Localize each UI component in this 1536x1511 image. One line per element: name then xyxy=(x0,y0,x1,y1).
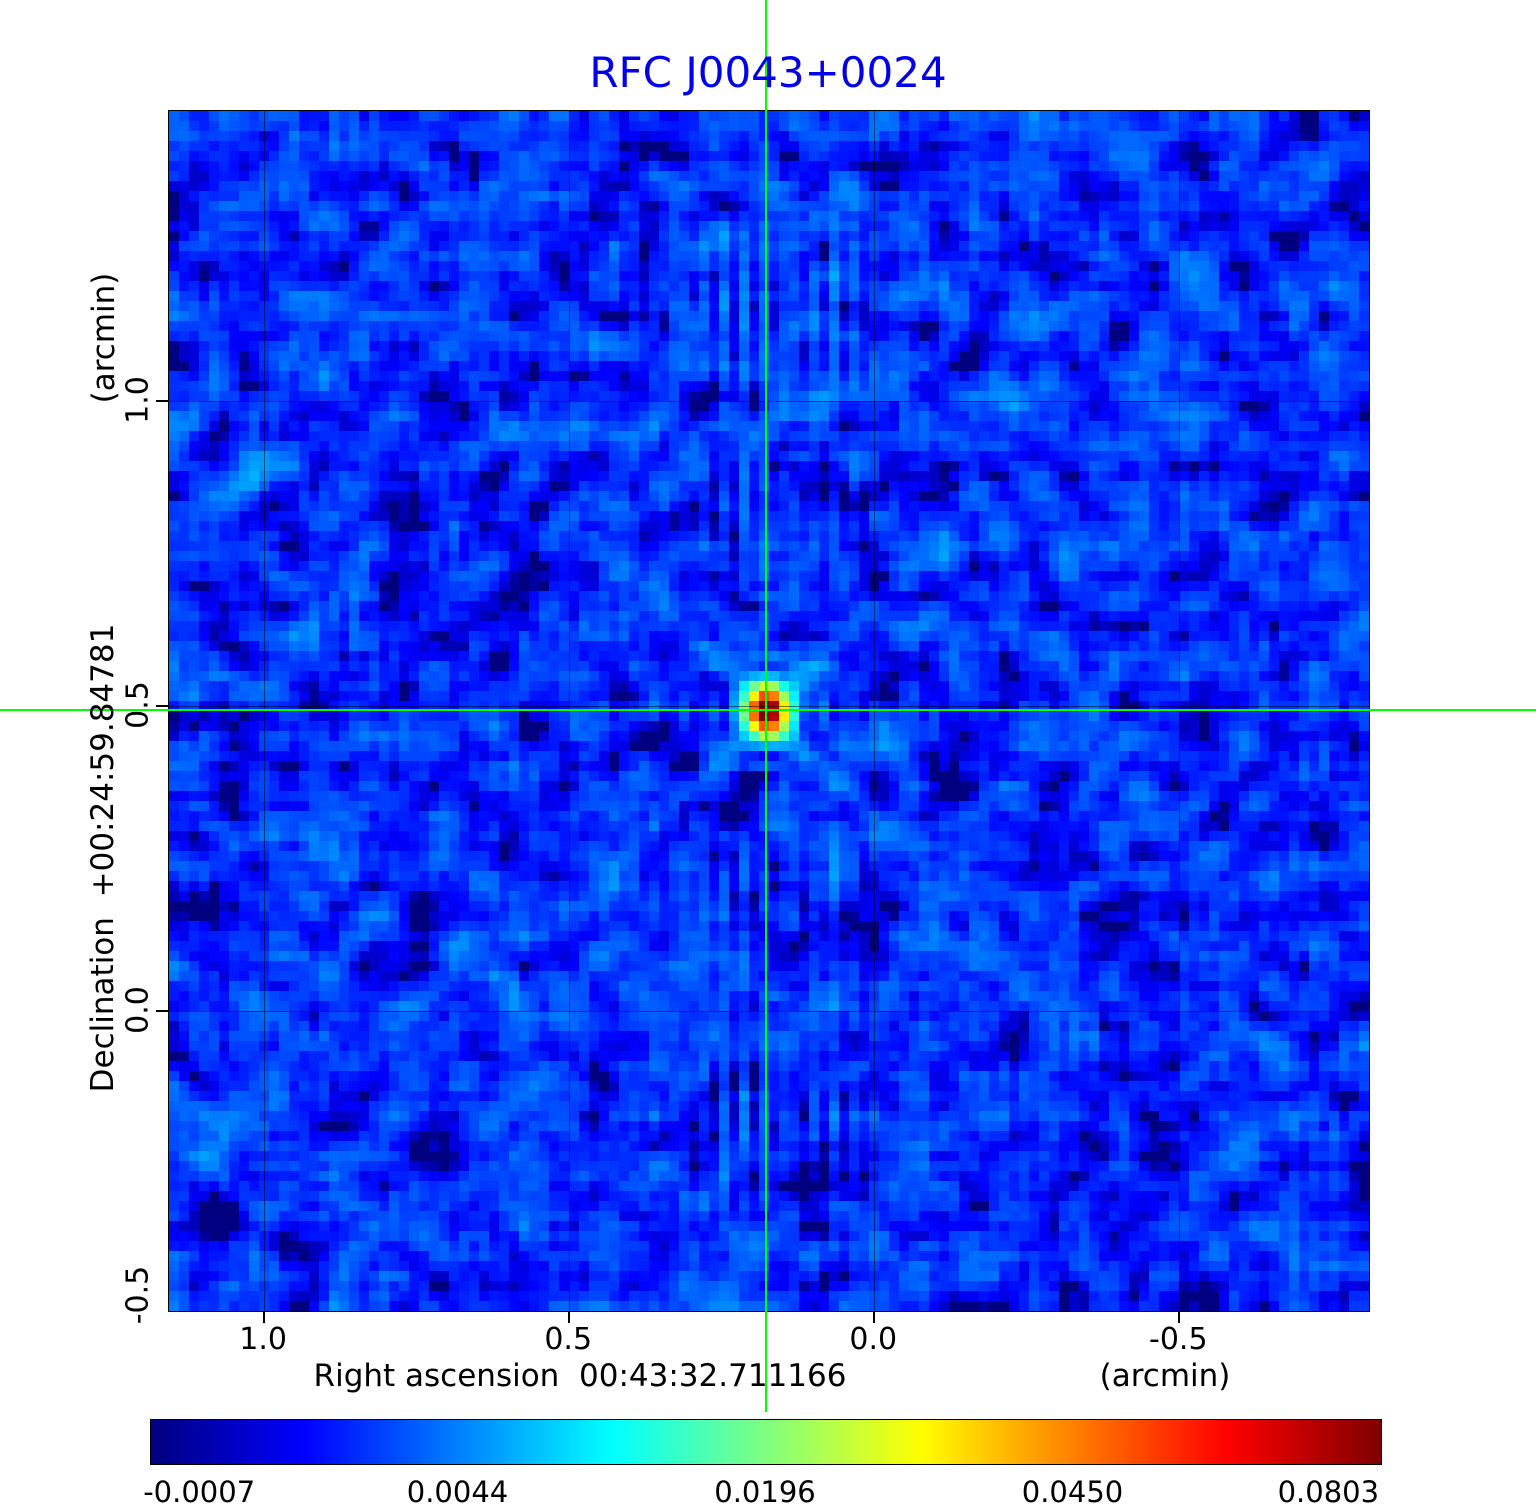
radio-intensity-map xyxy=(169,111,1369,1311)
y-tick-mark xyxy=(156,704,168,707)
crosshair-vertical-line xyxy=(764,0,767,1412)
grid-hline xyxy=(169,400,1369,402)
y-tick-label: 1.0 xyxy=(120,375,156,424)
x-tick-mark xyxy=(873,1311,876,1323)
figure-title: RFC J0043+0024 xyxy=(589,48,947,97)
colorbar-tick-label: 0.0450 xyxy=(1021,1475,1124,1509)
x-tick-mark xyxy=(568,1311,571,1323)
y-axis-title: Declination +00:24:59.84781 xyxy=(85,623,121,1093)
x-axis-unit-label: (arcmin) xyxy=(1099,1358,1231,1394)
crosshair-horizontal-line xyxy=(0,708,1536,711)
grid-hline xyxy=(169,705,1369,707)
y-tick-label: 0.5 xyxy=(120,680,156,729)
y-tick-label: 0.0 xyxy=(120,985,156,1034)
colorbar-tick-label: 0.0044 xyxy=(406,1475,509,1509)
x-tick-mark xyxy=(1178,1311,1181,1323)
colorbar-gradient xyxy=(150,1419,1382,1465)
x-axis-title: Right ascension 00:43:32.711166 xyxy=(313,1358,847,1394)
grid-vline xyxy=(264,111,266,1311)
grid-vline xyxy=(1179,111,1181,1311)
plot-area xyxy=(156,110,1370,1323)
colorbar-tick-label: -0.0007 xyxy=(143,1475,256,1509)
y-tick-mark xyxy=(156,1009,168,1012)
y-tick-mark xyxy=(156,399,168,402)
grid-vline xyxy=(874,111,876,1311)
colorbar-tick-label: 0.0196 xyxy=(714,1475,816,1509)
grid-vline xyxy=(569,111,571,1311)
x-tick-label: 0.0 xyxy=(849,1322,898,1357)
x-tick-label: -0.5 xyxy=(1148,1322,1208,1357)
x-tick-mark xyxy=(263,1311,266,1323)
x-tick-label: 0.5 xyxy=(544,1322,593,1357)
y-axis-unit-label: (arcmin) xyxy=(86,272,122,404)
colorbar-tick-label: 0.0803 xyxy=(1277,1475,1380,1509)
x-tick-label: 1.0 xyxy=(239,1322,288,1357)
grid-hline xyxy=(169,1010,1369,1012)
y-tick-label: -0.5 xyxy=(120,1265,156,1325)
